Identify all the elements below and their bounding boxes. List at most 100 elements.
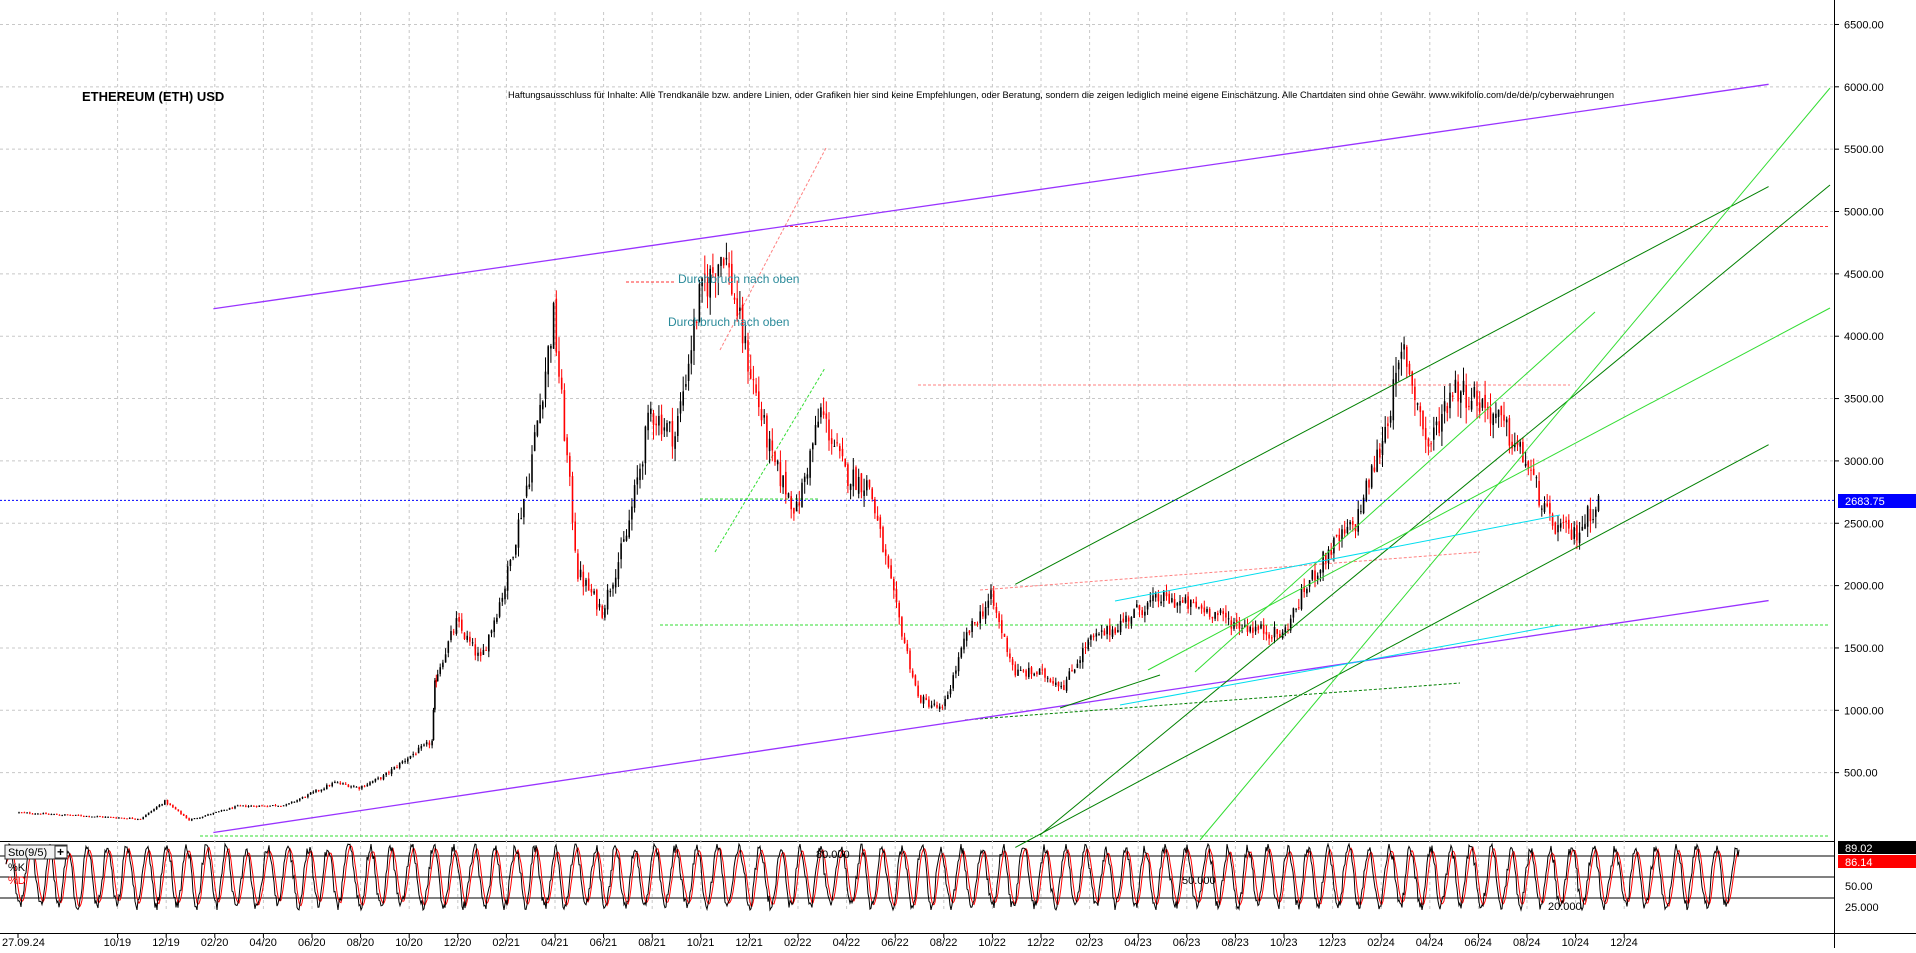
- candle-body: [452, 631, 455, 633]
- candle-body: [1468, 405, 1470, 407]
- candle: [290, 801, 293, 805]
- candle: [1508, 415, 1511, 454]
- candle: [331, 781, 333, 788]
- candle-body: [344, 783, 347, 785]
- candle: [1519, 438, 1521, 454]
- candle-body: [1460, 391, 1462, 403]
- candlestick-series[interactable]: [18, 242, 1600, 822]
- candle: [506, 560, 509, 600]
- candle: [74, 814, 77, 816]
- x-tick-label: 12/23: [1319, 937, 1347, 948]
- candle: [1071, 664, 1073, 672]
- candle: [323, 787, 325, 791]
- candle: [442, 659, 444, 670]
- candle: [1117, 623, 1119, 633]
- annotation-breakout-1: Durchbruch nach oben: [678, 272, 799, 286]
- candle: [1082, 642, 1084, 669]
- candle-body: [258, 805, 261, 807]
- candle: [582, 564, 585, 596]
- candle: [29, 811, 31, 815]
- candle: [493, 617, 495, 638]
- candle-body: [1287, 629, 1289, 631]
- candle-body: [1203, 607, 1206, 613]
- candle-body: [763, 415, 765, 418]
- candle: [693, 308, 695, 366]
- candle-body: [1522, 441, 1524, 463]
- candle: [261, 804, 263, 807]
- candle: [752, 365, 755, 395]
- candle-body: [123, 818, 126, 820]
- candle-body: [704, 273, 706, 283]
- candle: [1063, 680, 1065, 691]
- candle-body: [253, 805, 255, 807]
- candle-body: [1230, 620, 1233, 629]
- candle-body: [674, 436, 676, 449]
- x-tick-label: 04/22: [833, 937, 861, 948]
- candle: [555, 290, 558, 357]
- candle-body: [1136, 604, 1138, 608]
- candle: [1033, 672, 1035, 677]
- candle: [431, 739, 433, 749]
- candle-body: [312, 791, 315, 793]
- candle-body: [277, 805, 279, 807]
- candle: [172, 804, 174, 809]
- candle: [344, 782, 347, 785]
- candle-body: [631, 506, 633, 520]
- candle-body: [64, 814, 66, 816]
- candle-body: [806, 474, 809, 479]
- candle-body: [366, 784, 369, 787]
- candle: [704, 255, 706, 292]
- y-tick-label: 3500.00: [1844, 394, 1884, 406]
- candle: [1422, 410, 1424, 437]
- candle-body: [1581, 526, 1584, 531]
- candle-body: [442, 662, 444, 668]
- stoch-k-value: 89.02: [1845, 843, 1873, 855]
- candle-body: [930, 705, 933, 708]
- candle: [145, 814, 147, 818]
- candle: [839, 443, 841, 459]
- candle: [412, 751, 414, 758]
- stoch-level-50-label: 50.000: [1182, 875, 1216, 887]
- candle: [1335, 534, 1338, 538]
- candle-body: [415, 753, 417, 755]
- candle: [288, 803, 290, 805]
- candle: [598, 598, 601, 611]
- candle: [155, 806, 158, 811]
- candle: [272, 805, 274, 807]
- candle-body: [944, 699, 946, 707]
- candle: [72, 814, 74, 817]
- candle: [636, 465, 639, 495]
- candle: [836, 433, 838, 447]
- x-tick-label: 12/19: [152, 937, 180, 948]
- expand-toggle-button[interactable]: [54, 845, 68, 859]
- candle-body: [992, 590, 995, 606]
- candle: [712, 253, 714, 278]
- candle-body: [234, 806, 236, 809]
- candle: [1076, 659, 1079, 669]
- candle: [1030, 665, 1033, 679]
- candle-body: [61, 815, 63, 817]
- candle-body: [261, 805, 263, 807]
- candle: [822, 397, 825, 419]
- candle-body: [42, 813, 45, 815]
- candle: [177, 809, 180, 812]
- candle-body: [812, 443, 814, 450]
- candle: [558, 337, 560, 384]
- candle: [209, 813, 212, 816]
- candle-body: [717, 264, 720, 276]
- candle: [266, 805, 269, 808]
- candle-body: [868, 479, 871, 488]
- candle-body: [1046, 677, 1049, 679]
- candle-body: [493, 620, 495, 632]
- candle-body: [1595, 509, 1597, 517]
- candle: [995, 602, 998, 619]
- y-tick-label: 4000.00: [1844, 331, 1884, 343]
- candle: [18, 811, 20, 814]
- candle: [42, 812, 45, 815]
- candle: [990, 584, 992, 606]
- candle: [577, 549, 579, 582]
- candle: [1557, 515, 1559, 542]
- candle: [906, 639, 909, 654]
- candle-body: [93, 816, 96, 818]
